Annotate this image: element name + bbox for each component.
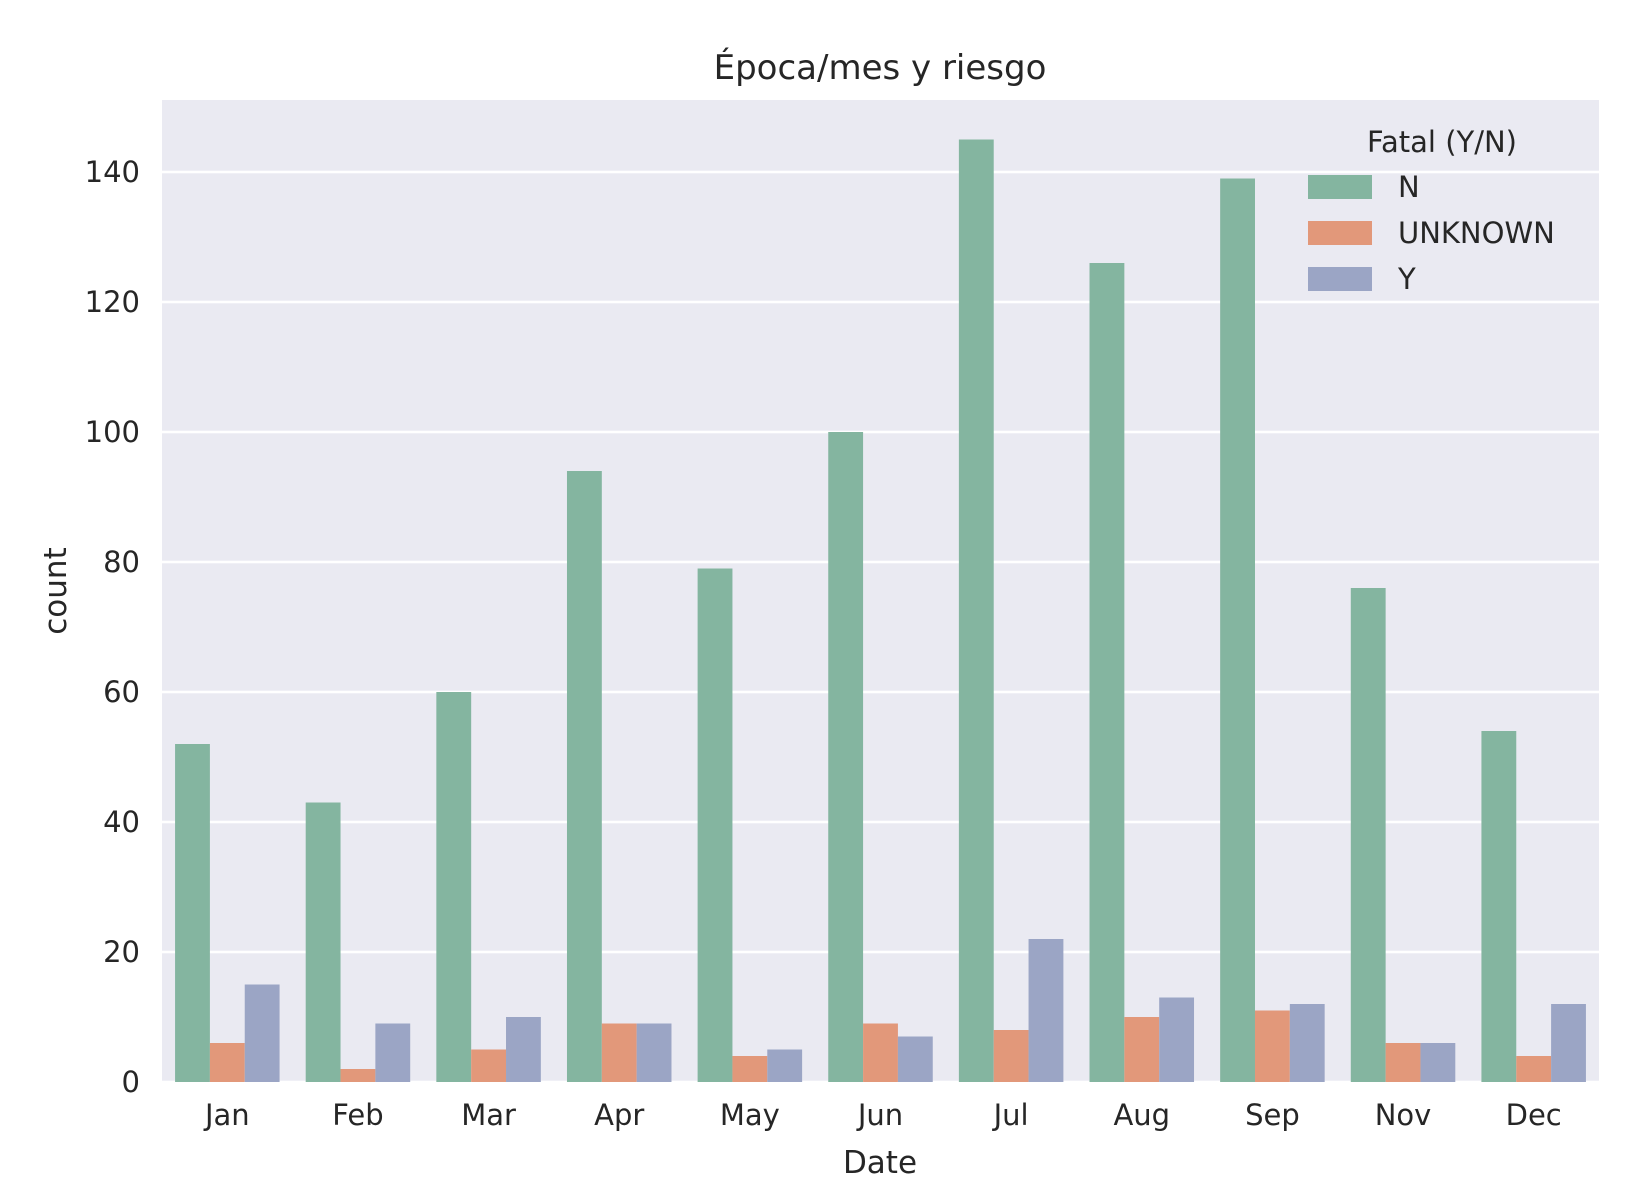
bar-n-sep [1220, 178, 1255, 1082]
bar-n-jan [175, 744, 210, 1082]
legend-swatch [1308, 175, 1372, 199]
x-tick-label: Dec [1506, 1098, 1562, 1132]
bar-y-may [767, 1049, 803, 1082]
x-tick-label: Apr [594, 1098, 644, 1132]
bar-y-jun [897, 1036, 933, 1082]
bar-n-jul [958, 139, 994, 1082]
legend-swatch [1308, 267, 1372, 291]
bar-y-jul [1028, 939, 1064, 1082]
legend-swatch [1308, 221, 1372, 245]
bar-y-dec [1551, 1004, 1586, 1082]
legend: Fatal (Y/N) N UNKNOWN Y [1308, 125, 1555, 296]
bar-n-mar [436, 692, 472, 1082]
y-tick-label: 60 [103, 675, 140, 709]
bar-unknown-dec [1516, 1056, 1552, 1082]
y-tick-label: 40 [103, 805, 140, 839]
bar-y-apr [636, 1023, 672, 1082]
x-tick-label: Jun [856, 1098, 903, 1132]
legend-label: UNKNOWN [1398, 216, 1555, 250]
y-tick-label: 140 [85, 155, 140, 189]
legend-title: Fatal (Y/N) [1367, 125, 1517, 159]
legend-label: N [1398, 170, 1420, 204]
bar-y-sep [1289, 1004, 1325, 1082]
bar-unknown-jun [863, 1023, 898, 1082]
bar-unknown-apr [601, 1023, 637, 1082]
x-tick-labels: Jan Feb Mar Apr May Jun Jul Aug Sep Nov Dec [203, 1098, 1562, 1132]
x-tick-label: Aug [1113, 1098, 1170, 1132]
x-tick-label: Mar [461, 1098, 516, 1132]
bar-n-may [697, 568, 733, 1082]
x-axis-label: Date [843, 1145, 917, 1181]
y-tick-label: 20 [103, 935, 140, 969]
bar-unknown-mar [471, 1049, 507, 1082]
bar-n-nov [1350, 588, 1386, 1082]
bar-n-feb [305, 802, 341, 1082]
bar-unknown-aug [1124, 1017, 1160, 1082]
y-tick-label: 120 [85, 285, 140, 319]
bar-y-feb [375, 1023, 411, 1082]
legend-label: Y [1397, 262, 1416, 296]
y-tick-label: 80 [103, 545, 140, 579]
bars [175, 139, 1586, 1082]
bar-y-mar [506, 1017, 541, 1082]
chart-title: Época/mes y riesgo [714, 47, 1047, 88]
bar-unknown-nov [1385, 1043, 1421, 1082]
x-tick-label: Sep [1245, 1098, 1300, 1132]
y-tick-label: 0 [122, 1065, 140, 1099]
y-tick-labels: 0 20 40 60 80 100 120 140 [85, 155, 140, 1099]
bar-unknown-feb [340, 1069, 376, 1082]
bar-n-aug [1089, 263, 1125, 1082]
x-tick-label: Feb [332, 1098, 383, 1132]
x-tick-label: May [720, 1098, 780, 1132]
bar-unknown-jan [209, 1043, 245, 1082]
bar-unknown-may [732, 1056, 768, 1082]
y-tick-label: 100 [85, 415, 140, 449]
x-tick-label: Nov [1375, 1098, 1432, 1132]
bar-y-jan [244, 984, 280, 1082]
x-tick-label: Jul [992, 1098, 1029, 1132]
y-axis-label: count [38, 547, 74, 634]
bar-y-nov [1420, 1043, 1456, 1082]
bar-n-dec [1481, 731, 1517, 1082]
bar-n-apr [566, 471, 602, 1082]
x-tick-label: Jan [203, 1098, 250, 1132]
bar-y-aug [1159, 997, 1195, 1082]
bar-unknown-sep [1254, 1010, 1290, 1082]
bar-n-jun [828, 432, 864, 1082]
bar-unknown-jul [993, 1030, 1029, 1082]
